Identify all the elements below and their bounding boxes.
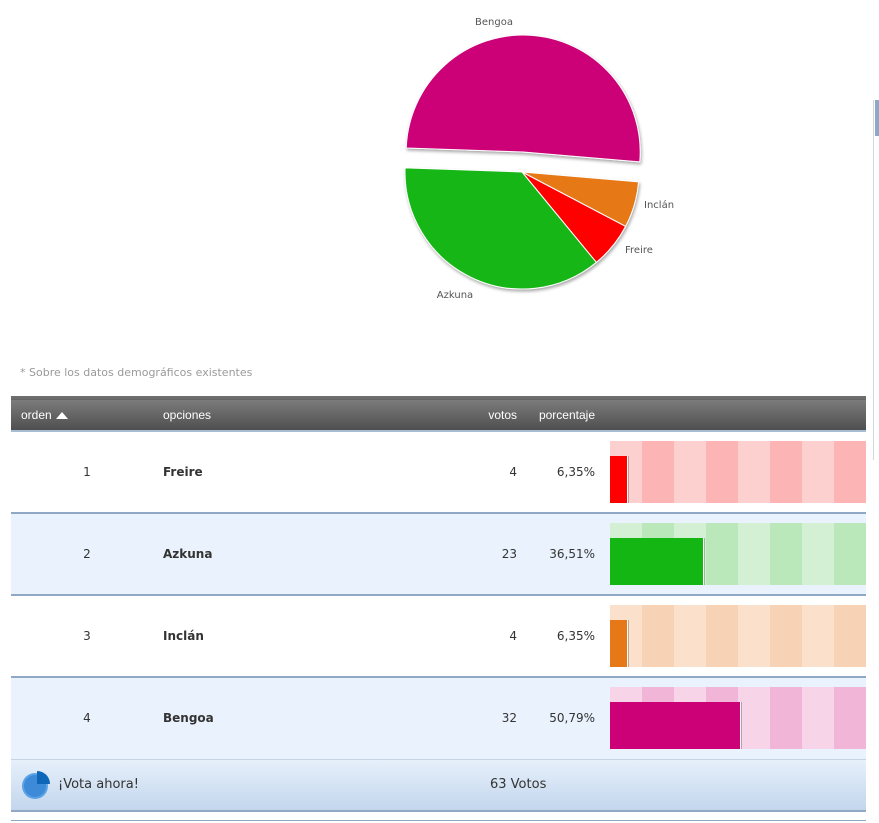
row-percent: 6,35% xyxy=(523,594,601,678)
total-votes: 63 Votos xyxy=(490,777,547,792)
table-row: 2 Azkuna 23 36,51% xyxy=(11,512,866,596)
demographic-note: * Sobre los datos demográficos existente… xyxy=(20,366,253,379)
bar-fill xyxy=(610,702,741,750)
bar-track xyxy=(610,605,866,667)
row-percent: 36,51% xyxy=(523,512,601,596)
bar-track xyxy=(610,441,866,503)
row-bar-cell xyxy=(601,594,866,678)
row-option-name: Freire xyxy=(163,430,432,514)
table-row: 3 Inclán 4 6,35% xyxy=(11,594,866,678)
row-option-name: Bengoa xyxy=(163,676,432,760)
table-header: orden opciones votos porcentaje xyxy=(11,396,866,431)
row-votes: 4 xyxy=(432,594,523,678)
table-row: 1 Freire 4 6,35% xyxy=(11,430,866,514)
row-percent: 50,79% xyxy=(523,676,601,760)
scrollbar[interactable] xyxy=(873,100,879,460)
sort-ascending-icon xyxy=(55,411,68,419)
pie-label: Azkuna xyxy=(437,290,473,301)
pie-label: Inclán xyxy=(644,199,674,211)
porcentaje-header: porcentaje xyxy=(523,396,601,431)
votos-header: votos xyxy=(432,396,523,431)
bar-header xyxy=(601,396,866,431)
divider xyxy=(11,820,866,821)
row-order: 4 xyxy=(11,676,163,760)
pie-label: Freire xyxy=(625,245,653,256)
pie-chart: Bengoa Inclán Freire Azkuna xyxy=(404,17,674,301)
row-option-name: Inclán xyxy=(163,594,432,678)
pie-label: Bengoa xyxy=(475,17,513,28)
bar-fill xyxy=(610,620,627,667)
row-bar-cell xyxy=(601,512,866,596)
row-votes: 23 xyxy=(432,512,523,596)
sort-orden-header[interactable]: orden xyxy=(11,396,163,431)
scrollbar-thumb[interactable] xyxy=(875,100,879,136)
results-table: orden opciones votos porcentaje 1 Freire 4… xyxy=(11,396,866,760)
bar-track xyxy=(610,687,866,750)
row-option-name: Azkuna xyxy=(163,512,432,596)
row-percent: 6,35% xyxy=(523,430,601,514)
opciones-header: opciones xyxy=(163,396,432,431)
row-bar-cell xyxy=(601,676,866,760)
pie-slice-azkuna[interactable] xyxy=(404,167,598,290)
pie-slice-bengoa[interactable] xyxy=(405,34,641,163)
bar-fill xyxy=(610,456,627,503)
table-row: 4 Bengoa 32 50,79% xyxy=(11,676,866,760)
bar-track xyxy=(610,523,866,585)
pie-chart-icon xyxy=(22,771,50,799)
row-votes: 4 xyxy=(432,430,523,514)
bar-fill xyxy=(610,538,704,585)
row-bar-cell xyxy=(601,430,866,514)
row-order: 1 xyxy=(11,430,163,514)
row-votes: 32 xyxy=(432,676,523,760)
poll-footer: ¡Vota ahora! 63 Votos xyxy=(11,760,866,812)
vote-now-link[interactable]: ¡Vota ahora! xyxy=(58,777,139,792)
row-order: 3 xyxy=(11,594,163,678)
row-order: 2 xyxy=(11,512,163,596)
